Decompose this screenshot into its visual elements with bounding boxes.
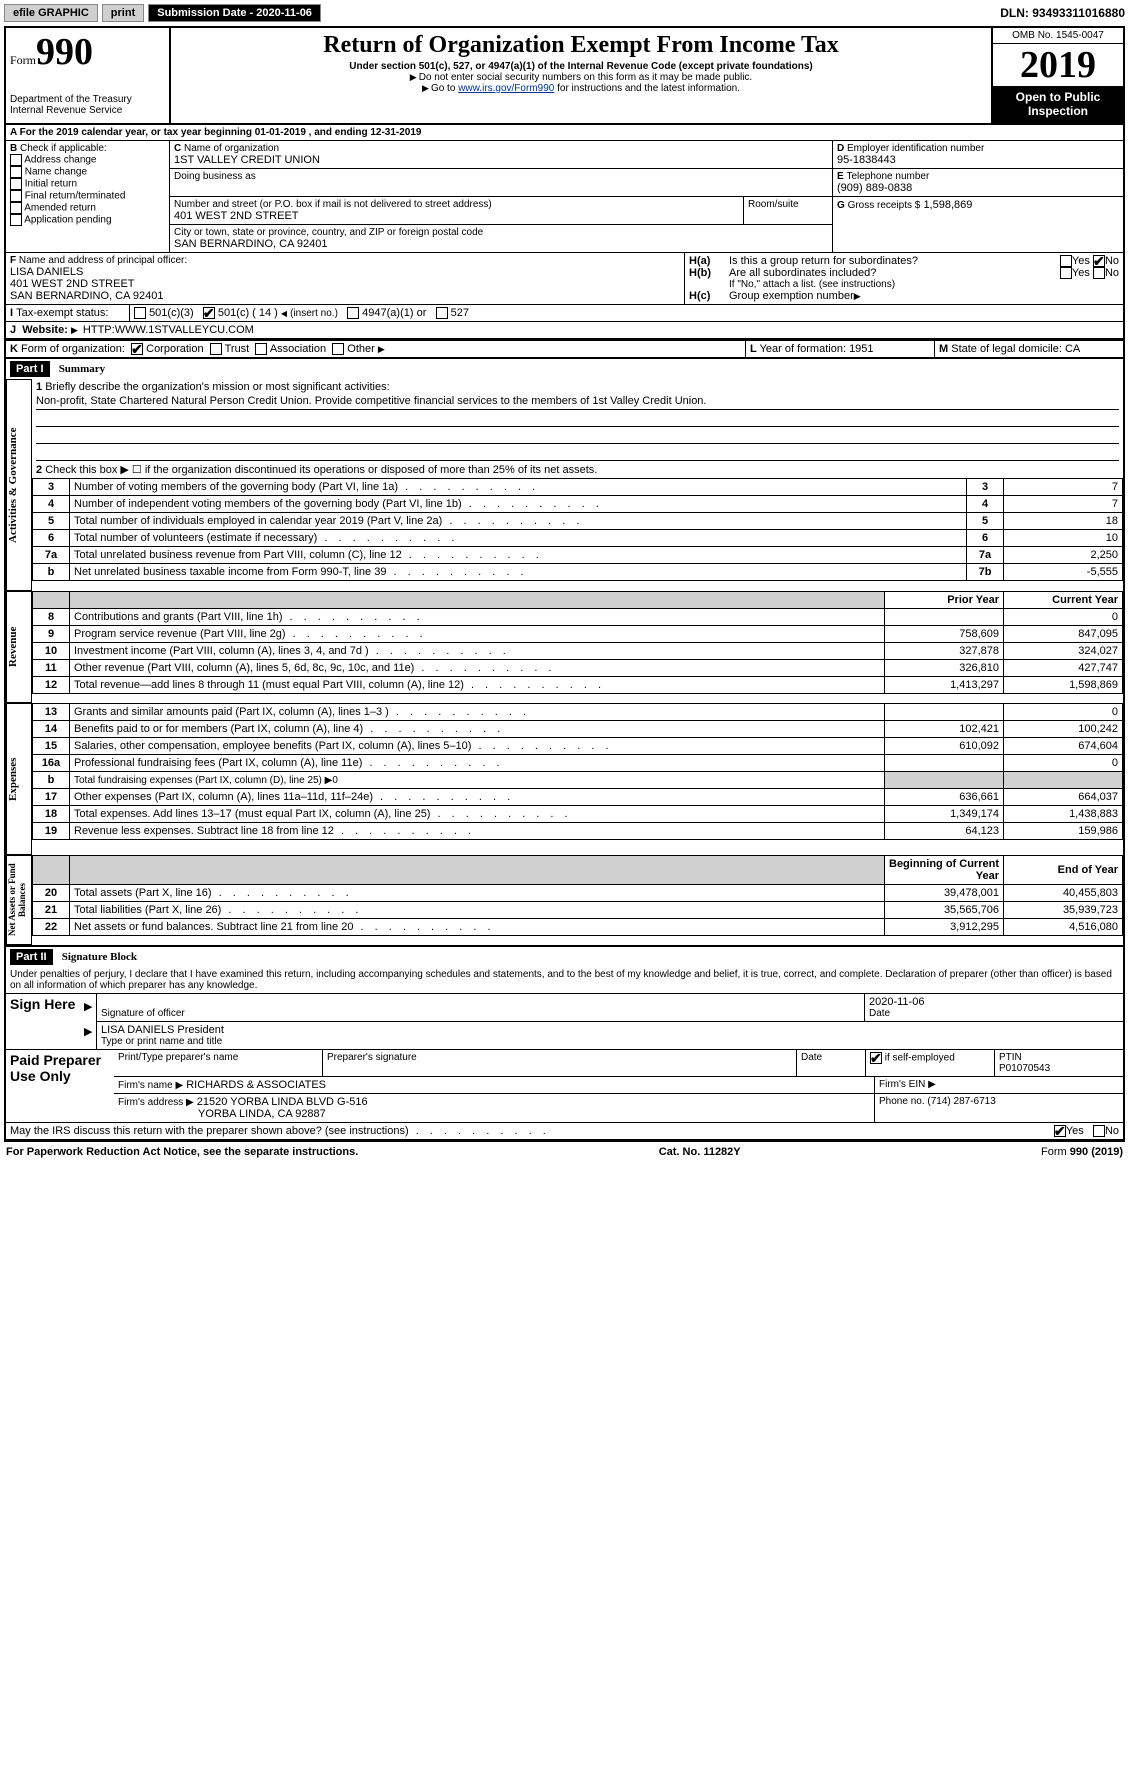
h-b-note: If "No," attach a list. (see instruction…: [689, 279, 1119, 290]
website-label: Website:: [22, 324, 68, 336]
note1: Do not enter social security numbers on …: [419, 72, 752, 83]
footer-mid: Cat. No. 11282Y: [659, 1146, 741, 1158]
ptin: P01070543: [999, 1063, 1119, 1074]
form-number: 990: [36, 31, 93, 73]
state-label: State of legal domicile:: [951, 343, 1062, 355]
dba-label: Doing business as: [174, 171, 828, 182]
note2-pre: Go to: [431, 83, 458, 94]
officer-name: LISA DANIELS: [10, 266, 680, 278]
discuss-yes-checkbox[interactable]: [1054, 1125, 1066, 1137]
tax-status-label: Tax-exempt status:: [16, 307, 108, 319]
boxb-checkbox[interactable]: [10, 166, 22, 178]
hb-yes-checkbox[interactable]: [1060, 267, 1072, 279]
boxk-checkbox[interactable]: [332, 343, 344, 355]
ha-yes-checkbox[interactable]: [1060, 255, 1072, 267]
box-c-label: Name of organization: [184, 143, 279, 154]
submission-date: Submission Date - 2020-11-06: [148, 4, 321, 22]
form-label: Form: [10, 53, 36, 67]
prep-name-label: Print/Type preparer's name: [114, 1050, 323, 1076]
4947-checkbox[interactable]: [347, 307, 359, 319]
footer-right: Form 990 (2019): [1041, 1146, 1123, 1158]
sig-date: 2020-11-06: [869, 996, 1119, 1008]
prep-sig-label: Preparer's signature: [323, 1050, 797, 1076]
year-formation-label: Year of formation:: [760, 343, 846, 355]
print-button[interactable]: print: [102, 4, 144, 22]
part2-title: Signature Block: [62, 951, 137, 963]
officer-addr1: 401 WEST 2ND STREET: [10, 278, 680, 290]
boxb-checkbox[interactable]: [10, 214, 22, 226]
gross-label: Gross receipts $: [848, 200, 921, 211]
paid-prep-label: Paid Preparer Use Only: [6, 1050, 114, 1122]
dept-label: Department of the Treasury Internal Reve…: [10, 94, 165, 116]
ein: 95-1838443: [837, 154, 1119, 166]
omb: OMB No. 1545-0047: [993, 28, 1123, 44]
boxk-checkbox[interactable]: [255, 343, 267, 355]
ein-label: Employer identification number: [847, 143, 984, 154]
boxb-checkbox[interactable]: [10, 202, 22, 214]
firm-addr: 21520 YORBA LINDA BLVD G-516: [197, 1096, 368, 1108]
boxk-checkbox[interactable]: [131, 343, 143, 355]
officer-label: Name and address of principal officer:: [19, 255, 187, 266]
website: HTTP:WWW.1STVALLEYCU.COM: [83, 324, 254, 336]
officer-addr2: SAN BERNARDINO, CA 92401: [10, 290, 680, 302]
city: SAN BERNARDINO, CA 92401: [174, 238, 828, 250]
part1-header: Part I: [10, 361, 50, 377]
boxb-checkbox[interactable]: [10, 154, 22, 166]
note2-post: for instructions and the latest informat…: [554, 83, 740, 94]
boxk-checkbox[interactable]: [210, 343, 222, 355]
declaration: Under penalties of perjury, I declare th…: [6, 967, 1123, 994]
501c3-checkbox[interactable]: [134, 307, 146, 319]
irs-link[interactable]: www.irs.gov/Form990: [458, 83, 554, 94]
q2: Check this box ▶ ☐ if the organization d…: [45, 464, 597, 476]
subtitle: Under section 501(c), 527, or 4947(a)(1)…: [179, 61, 983, 72]
phone-label: Telephone number: [846, 171, 929, 182]
gross-receipts: 1,598,869: [923, 199, 972, 211]
527-checkbox[interactable]: [436, 307, 448, 319]
room-label: Room/suite: [748, 199, 828, 210]
form-org-label: Form of organization:: [21, 343, 125, 355]
name-title: LISA DANIELS President: [101, 1024, 1119, 1036]
firm-city: YORBA LINDA, CA 92887: [118, 1108, 326, 1120]
open-public: Open to Public Inspection: [993, 86, 1123, 123]
firm-name: RICHARDS & ASSOCIATES: [186, 1079, 326, 1091]
addr-label: Number and street (or P.O. box if mail i…: [174, 199, 739, 210]
boxb-checkbox[interactable]: [10, 190, 22, 202]
org-name: 1ST VALLEY CREDIT UNION: [174, 154, 828, 166]
form-title: Return of Organization Exempt From Incom…: [179, 32, 983, 59]
line-a: A For the 2019 calendar year, or tax yea…: [6, 125, 1123, 141]
sidebar-rev: Revenue: [7, 592, 19, 702]
sig-officer-label: Signature of officer: [101, 1008, 860, 1019]
501c-checkbox[interactable]: [203, 307, 215, 319]
footer-left: For Paperwork Reduction Act Notice, see …: [6, 1146, 358, 1158]
city-label: City or town, state or province, country…: [174, 227, 828, 238]
h-b: Are all subordinates included?: [729, 267, 1060, 279]
state: CA: [1065, 343, 1080, 355]
firm-phone: (714) 287-6713: [927, 1096, 995, 1107]
h-a: Is this a group return for subordinates?: [729, 255, 1060, 267]
sidebar-exp: Expenses: [7, 704, 19, 854]
discuss-label: May the IRS discuss this return with the…: [10, 1125, 1054, 1137]
discuss-no-checkbox[interactable]: [1093, 1125, 1105, 1137]
tax-year: 2019: [993, 44, 1123, 86]
addr: 401 WEST 2ND STREET: [174, 210, 739, 222]
part1-title: Summary: [59, 363, 105, 375]
box-b-label: Check if applicable:: [20, 143, 107, 154]
h-c: Group exemption number: [729, 290, 854, 302]
dln: DLN: 93493311016880: [1000, 6, 1125, 20]
sidebar-net: Net Assets or Fund Balances: [7, 856, 27, 944]
part2-header: Part II: [10, 949, 53, 965]
self-emp-checkbox[interactable]: [870, 1052, 882, 1064]
efile-button[interactable]: efile GRAPHIC: [4, 4, 98, 22]
hb-no-checkbox[interactable]: [1093, 267, 1105, 279]
sidebar-gov: Activities & Governance: [7, 380, 19, 590]
q1: Briefly describe the organization's miss…: [45, 381, 389, 393]
phone: (909) 889-0838: [837, 182, 1119, 194]
ha-no-checkbox[interactable]: [1093, 255, 1105, 267]
mission: Non-profit, State Chartered Natural Pers…: [36, 395, 1119, 410]
year-formation: 1951: [849, 343, 873, 355]
boxb-checkbox[interactable]: [10, 178, 22, 190]
sign-here-label: Sign Here: [6, 994, 84, 1049]
